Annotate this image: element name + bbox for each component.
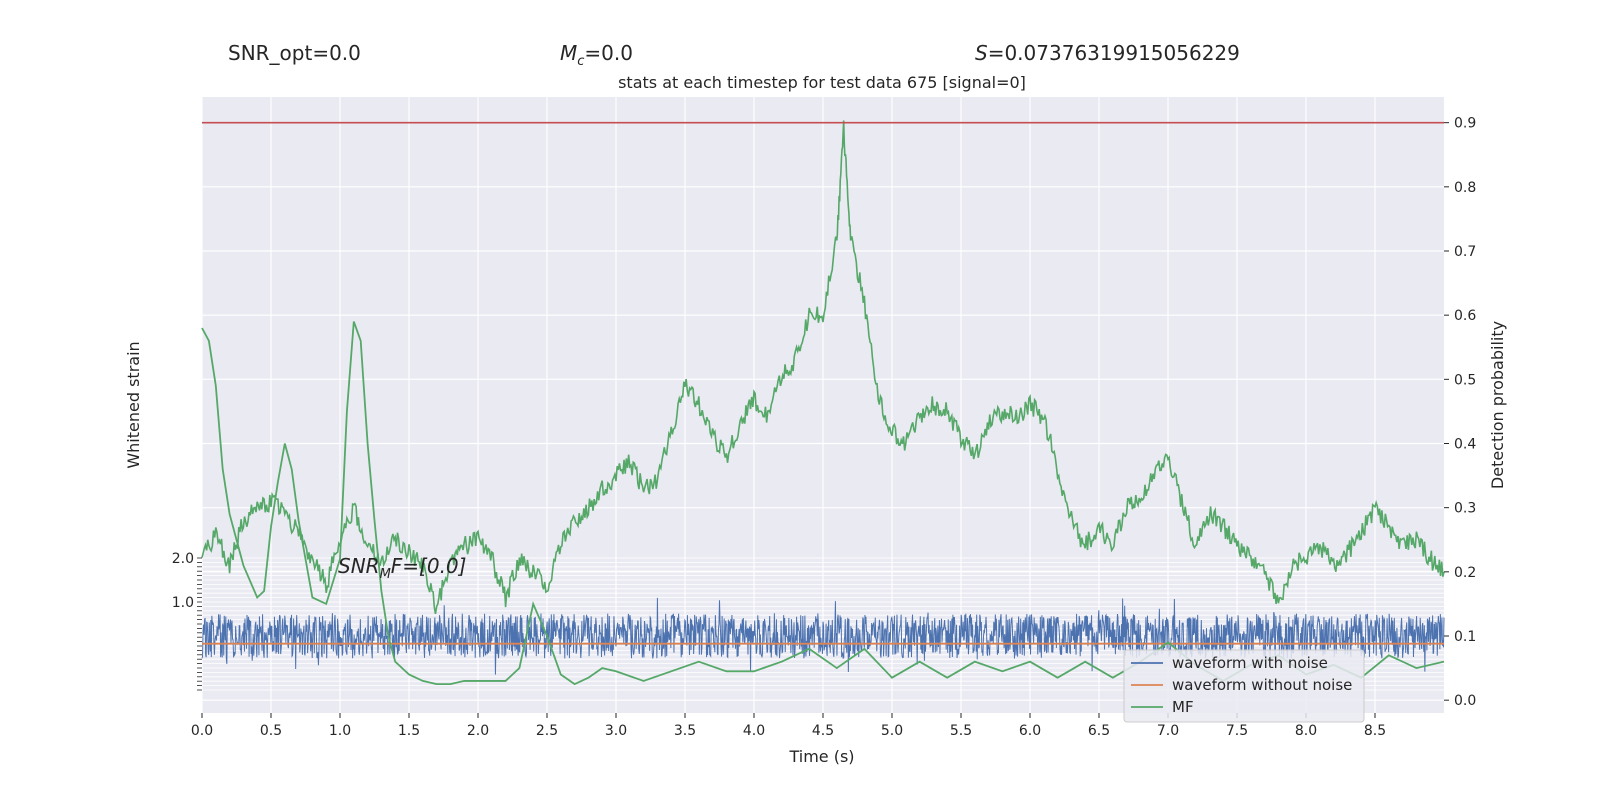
x-tick-label-14: 7.0 [1157,723,1179,739]
chirp-mass-symbol: M [560,41,577,65]
x-tick-label-6: 3.0 [605,723,627,739]
snr-mf-subscript: M [380,567,391,582]
x-tick-label-2: 1.0 [329,723,351,739]
detection-probability-line [201,120,1445,615]
x-tick-label-9: 4.5 [812,723,834,739]
left-axis-ticks: 2.0 1.0 [172,551,202,691]
x-tick-label-10: 5.0 [881,723,903,739]
x-tick-label-0: 0.0 [191,723,213,739]
x-tick-label-17: 8.5 [1364,723,1386,739]
x-tick-label-16: 8.0 [1295,723,1317,739]
chirp-mass-stat: Mc=0.0 [560,41,633,69]
snr-mf-annotation: SNRMF=[0.0] [338,554,466,582]
right-tick-label-1: 0.1 [1454,629,1476,645]
x-tick-label-11: 5.5 [950,723,972,739]
legend-label-mf: MF [1172,698,1194,716]
snr-opt-stat: SNR_opt=0.0 [228,41,361,65]
legend-box [1123,649,1365,723]
snr-mf-prefix: SNR [338,554,380,578]
right-tick-label-8: 0.8 [1454,180,1476,196]
right-tick-label-0: 0.0 [1454,693,1476,709]
x-tick-label-5: 2.5 [536,723,558,739]
right-axis-ticks: 0.0 0.1 0.2 0.3 0.4 0.5 0.6 0.7 0.8 0.9 [1444,116,1476,709]
x-axis-label: Time (s) [788,747,854,766]
right-tick-label-6: 0.6 [1454,308,1476,324]
legend: waveform with noise waveform without noi… [1123,649,1365,723]
legend-label-noise: waveform with noise [1172,654,1328,672]
series-layer [201,120,1445,686]
x-tick-label-13: 6.5 [1088,723,1110,739]
left-tick-label-0: 2.0 [172,551,194,567]
x-tick-label-7: 3.5 [674,723,696,739]
right-tick-label-3: 0.3 [1454,501,1476,517]
s-symbol: S [975,41,988,65]
s-value: =0.07376319915056229 [988,41,1240,65]
x-tick-label-1: 0.5 [260,723,282,739]
right-tick-label-2: 0.2 [1454,565,1476,581]
x-tick-label-15: 7.5 [1226,723,1248,739]
x-tick-label-12: 6.0 [1019,723,1041,739]
chart-title: stats at each timestep for test data 675… [618,73,1026,92]
x-axis-ticks: 0.0 0.5 1.0 1.5 2.0 2.5 3.0 3.5 4.0 4.5 5.0 5.5 6.0 6… [191,713,1386,739]
left-tick-label-1: 1.0 [172,595,194,611]
right-tick-label-7: 0.7 [1454,244,1476,260]
waveform-with-noise-line [201,597,1445,675]
snr-mf-suffix: F=[0.0] [391,554,467,578]
right-tick-label-5: 0.5 [1454,372,1476,388]
x-tick-label-3: 1.5 [398,723,420,739]
s-stat: S=0.07376319915056229 [975,41,1240,65]
grid [201,97,1444,713]
x-tick-label-8: 4.0 [743,723,765,739]
chirp-mass-subscript: c [577,54,584,69]
legend-label-clean: waveform without noise [1172,676,1352,694]
right-axis-label: Detection probability [1488,321,1507,489]
left-axis-label: Whitened strain [124,341,143,468]
right-tick-label-9: 0.9 [1454,116,1476,132]
right-tick-label-4: 0.4 [1454,437,1476,453]
x-tick-label-4: 2.0 [467,723,489,739]
chirp-mass-value: =0.0 [584,41,633,65]
